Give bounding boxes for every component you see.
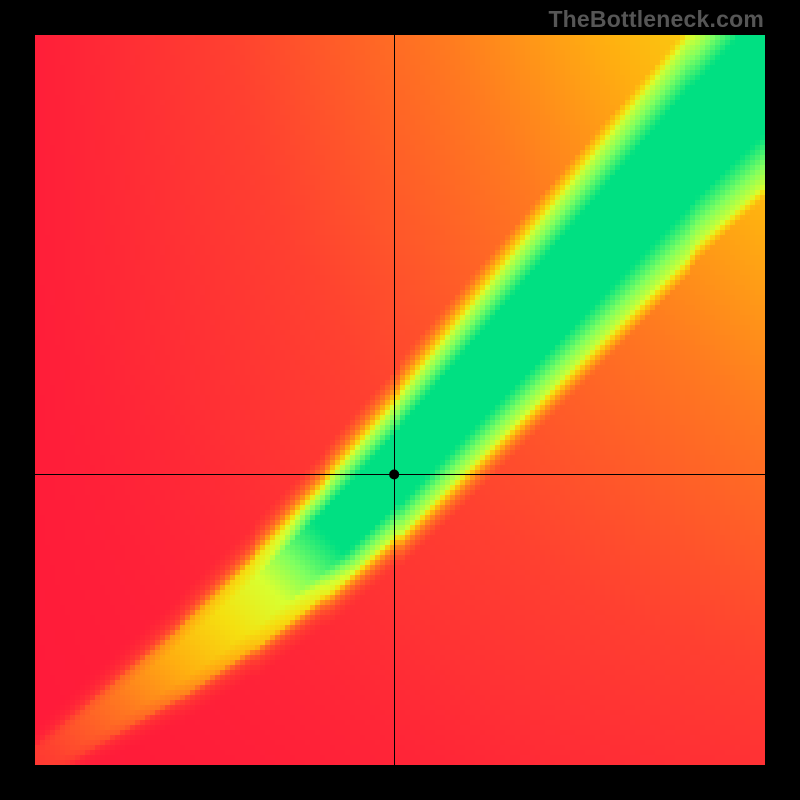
watermark-text: TheBottleneck.com	[548, 6, 764, 33]
heatmap-area	[35, 35, 765, 765]
chart-container: { "canvas": { "outer_size": 800, "heatma…	[0, 0, 800, 800]
crosshair-overlay	[35, 35, 765, 765]
